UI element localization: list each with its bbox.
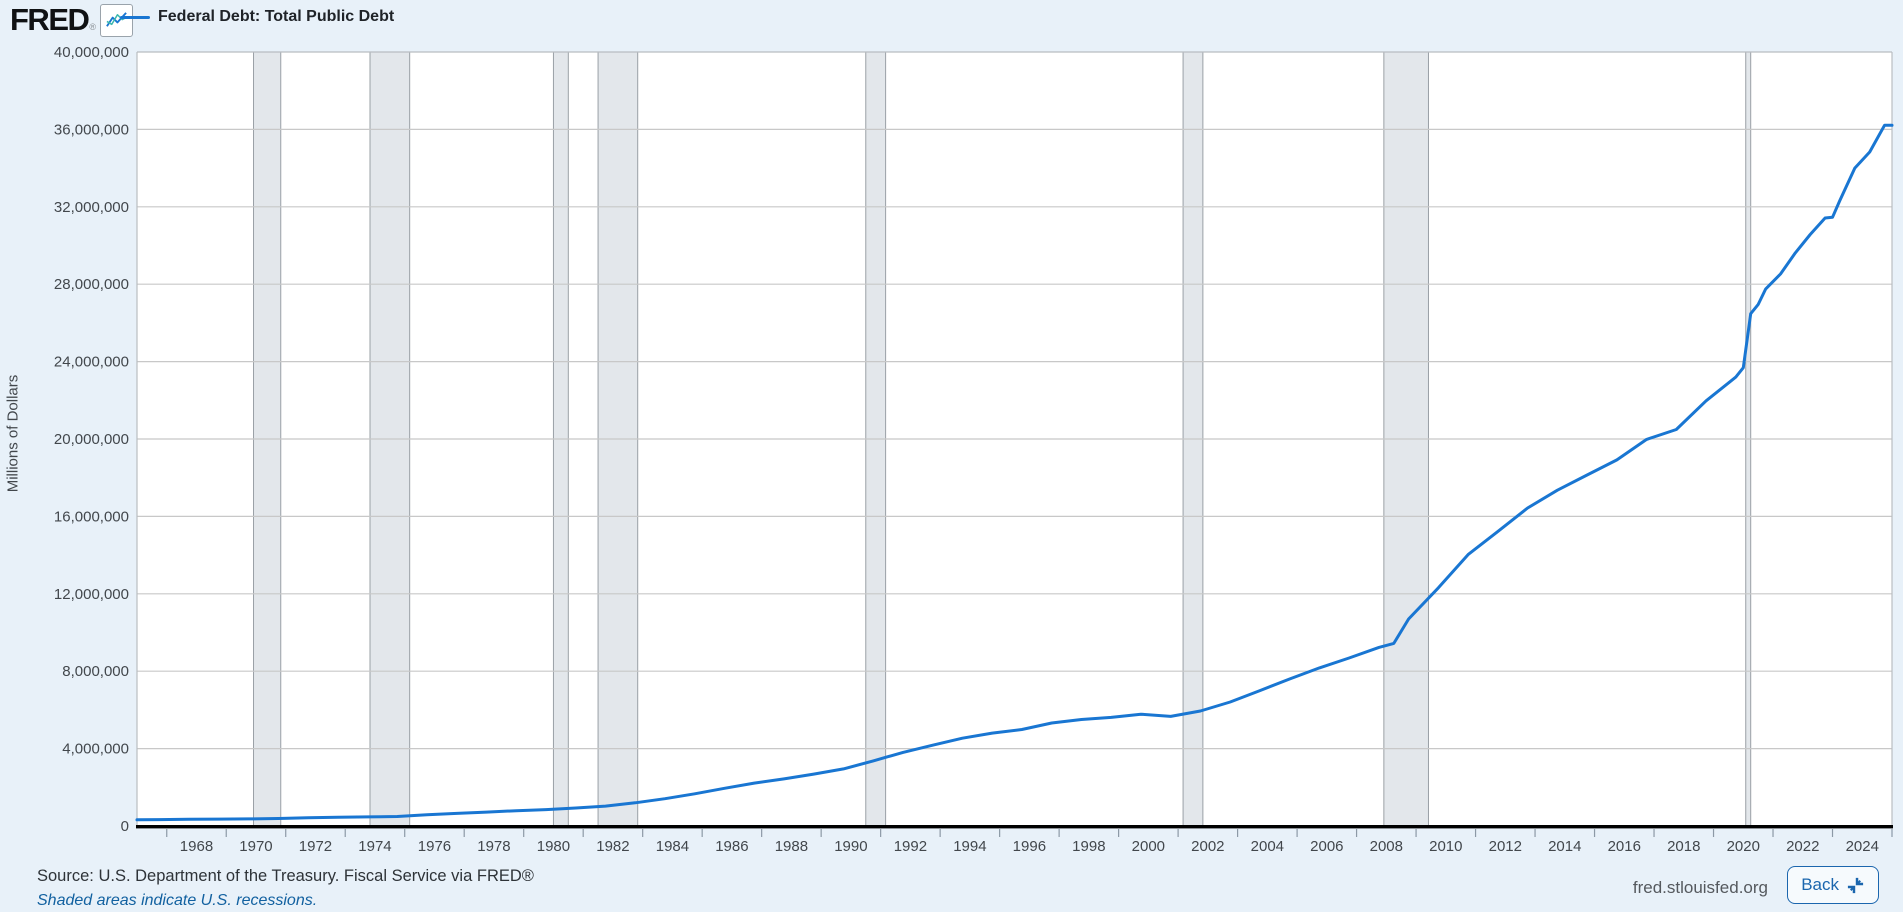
registered-mark: ® <box>89 22 97 32</box>
legend-series-label: Federal Debt: Total Public Debt <box>158 8 395 25</box>
x-tick-label: 1970 <box>239 838 272 855</box>
y-tick-label: 32,000,000 <box>54 199 129 216</box>
x-tick-label: 2016 <box>1608 838 1641 855</box>
x-axis-line <box>136 825 1893 829</box>
site-url: fred.stlouisfed.org <box>1632 878 1768 897</box>
back-button[interactable]: Back <box>1787 866 1879 904</box>
x-tick-label: 2006 <box>1310 838 1343 855</box>
x-tick-label: 2002 <box>1191 838 1224 855</box>
y-tick-label: 16,000,000 <box>54 508 129 525</box>
x-tick-label: 1992 <box>894 838 927 855</box>
x-tick-label: 2014 <box>1548 838 1581 855</box>
source-citation: Source: U.S. Department of the Treasury.… <box>37 867 534 885</box>
recessions-note-link[interactable]: Shaded areas indicate U.S. recessions. <box>37 892 318 909</box>
back-button-label: Back <box>1801 875 1839 894</box>
x-tick-label: 1972 <box>299 838 332 855</box>
x-tick-label: 2020 <box>1727 838 1760 855</box>
x-tick-label: 1974 <box>358 838 391 855</box>
y-tick-label: 12,000,000 <box>54 586 129 603</box>
x-tick-label: 1978 <box>477 838 510 855</box>
x-tick-label: 2018 <box>1667 838 1700 855</box>
y-tick-label: 24,000,000 <box>54 354 129 371</box>
y-tick-label: 28,000,000 <box>54 276 129 293</box>
y-tick-label: 20,000,000 <box>54 431 129 448</box>
x-tick-label: 2008 <box>1370 838 1403 855</box>
y-tick-label: 8,000,000 <box>62 663 129 680</box>
x-tick-label: 1980 <box>537 838 570 855</box>
x-tick-label: 2012 <box>1489 838 1522 855</box>
fred-logo: FRED ® <box>10 2 134 37</box>
y-tick-label: 0 <box>121 818 129 835</box>
x-tick-label: 1988 <box>775 838 808 855</box>
header: FRED ® Federal Debt: Total Public Debt <box>0 0 1903 44</box>
x-tick-label: 1968 <box>180 838 213 855</box>
x-tick-label: 1984 <box>656 838 689 855</box>
x-tick-label: 1998 <box>1072 838 1105 855</box>
compress-icon <box>1847 877 1864 893</box>
x-tick-label: 1990 <box>834 838 867 855</box>
x-tick-label: 2022 <box>1786 838 1819 855</box>
x-tick-label: 2004 <box>1251 838 1284 855</box>
x-tick-label: 1986 <box>715 838 748 855</box>
y-tick-label: 4,000,000 <box>62 741 129 758</box>
x-tick-label: 1994 <box>953 838 986 855</box>
x-tick-label: 2024 <box>1846 838 1879 855</box>
fred-chart-icon <box>100 3 134 37</box>
y-tick-label: 36,000,000 <box>54 121 129 138</box>
x-tick-label: 1982 <box>596 838 629 855</box>
y-tick-label: 40,000,000 <box>54 44 129 61</box>
x-tick-label: 2000 <box>1132 838 1165 855</box>
debt-series-line <box>135 123 1894 822</box>
fred-logo-text: FRED <box>10 2 90 37</box>
x-tick-label: 1996 <box>1013 838 1046 855</box>
legend-line-swatch <box>120 15 150 19</box>
legend: Federal Debt: Total Public Debt <box>120 8 394 26</box>
x-tick-label: 2010 <box>1429 838 1462 855</box>
x-tick-label: 1976 <box>418 838 451 855</box>
